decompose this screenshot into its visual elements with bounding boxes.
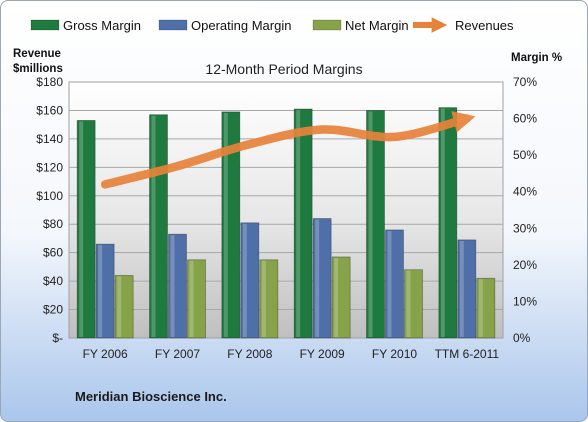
gridlines xyxy=(69,109,503,311)
bar-highlight xyxy=(440,108,445,337)
right-tick-label: 20% xyxy=(513,258,537,272)
right-tick-label: 60% xyxy=(513,112,537,126)
right-tick-label: 40% xyxy=(513,185,537,199)
bar-highlight xyxy=(368,111,373,337)
left-tick-label: $- xyxy=(52,331,63,345)
left-tick-label: $140 xyxy=(36,132,63,146)
right-tick-label: 30% xyxy=(513,221,537,235)
chart-title: 12-Month Period Margins xyxy=(205,61,362,77)
right-tick-label: 50% xyxy=(513,148,537,162)
bar-gross-margin xyxy=(366,110,385,339)
bar-operating-margin xyxy=(312,218,332,339)
plot-area xyxy=(68,81,504,339)
legend-label: Net Margin xyxy=(345,18,409,33)
bar-highlight xyxy=(334,257,339,337)
bar-net-margin xyxy=(476,277,496,339)
bar-net-margin xyxy=(114,275,134,339)
bar-net-margin xyxy=(404,269,423,339)
bar-highlight xyxy=(79,121,84,338)
company-name: Meridian Bioscience Inc. xyxy=(75,389,227,404)
left-tick-label: $100 xyxy=(36,189,63,203)
bar-net-margin xyxy=(331,256,351,339)
bars-group xyxy=(76,107,496,339)
legend-label: Gross Margin xyxy=(63,18,141,33)
legend-swatch xyxy=(158,19,188,31)
bar-operating-margin xyxy=(95,243,115,339)
right-tick-label: 10% xyxy=(513,294,537,308)
legend-swatch xyxy=(312,19,342,31)
legend-swatch xyxy=(30,19,60,31)
category-label: FY 2010 xyxy=(372,347,417,361)
left-tick-label: $120 xyxy=(36,160,63,174)
bar-highlight xyxy=(387,230,392,337)
bar-operating-margin xyxy=(385,229,404,339)
bar-gross-margin xyxy=(438,107,458,339)
bar-highlight xyxy=(117,276,122,337)
bar-highlight xyxy=(170,235,175,337)
left-tick-label: $180 xyxy=(36,75,63,89)
left-tick-label: $80 xyxy=(43,217,63,231)
bar-highlight xyxy=(459,240,464,337)
legend-label: Operating Margin xyxy=(191,18,291,33)
bar-gross-margin xyxy=(76,120,96,339)
bar-highlight xyxy=(189,260,194,337)
bar-gross-margin xyxy=(293,108,313,339)
right-axis-label: Margin % xyxy=(511,52,562,64)
bar-highlight xyxy=(261,260,266,337)
category-label: FY 2006 xyxy=(83,347,128,361)
bar-highlight xyxy=(296,110,301,338)
category-label: FY 2008 xyxy=(227,347,272,361)
revenue-line xyxy=(100,111,476,189)
category-label: FY 2009 xyxy=(300,347,345,361)
bar-net-margin xyxy=(259,259,279,339)
bar-highlight xyxy=(242,223,247,337)
right-tick-label: 70% xyxy=(513,75,537,89)
bar-net-margin xyxy=(187,259,206,339)
axes-group: $- $20 $40 $60 $80 $100 $120 $140 $160 $180 0% 10% 2… xyxy=(36,75,537,361)
bar-highlight xyxy=(478,279,483,337)
legend: Gross Margin Operating Margin Net Margin Re… xyxy=(30,17,514,33)
bar-gross-margin xyxy=(221,111,241,339)
legend-label: Revenues xyxy=(455,18,514,33)
left-tick-label: $160 xyxy=(36,103,63,117)
left-tick-label: $40 xyxy=(43,274,63,288)
bar-highlight xyxy=(315,219,320,337)
bar-highlight xyxy=(223,112,228,337)
bar-highlight xyxy=(151,115,156,337)
bar-highlight xyxy=(406,270,411,337)
category-label: FY 2007 xyxy=(155,347,200,361)
left-tick-label: $60 xyxy=(43,246,63,260)
category-label: TTM 6-2011 xyxy=(435,347,500,361)
bar-operating-margin xyxy=(240,222,260,339)
bar-operating-margin xyxy=(457,239,477,339)
left-axis-label: Revenue $millions xyxy=(13,48,63,75)
bar-highlight xyxy=(98,245,103,337)
left-tick-label: $20 xyxy=(43,303,63,317)
bar-operating-margin xyxy=(168,233,187,339)
right-tick-label: 0% xyxy=(513,331,531,345)
revenue-line-group xyxy=(100,111,476,189)
